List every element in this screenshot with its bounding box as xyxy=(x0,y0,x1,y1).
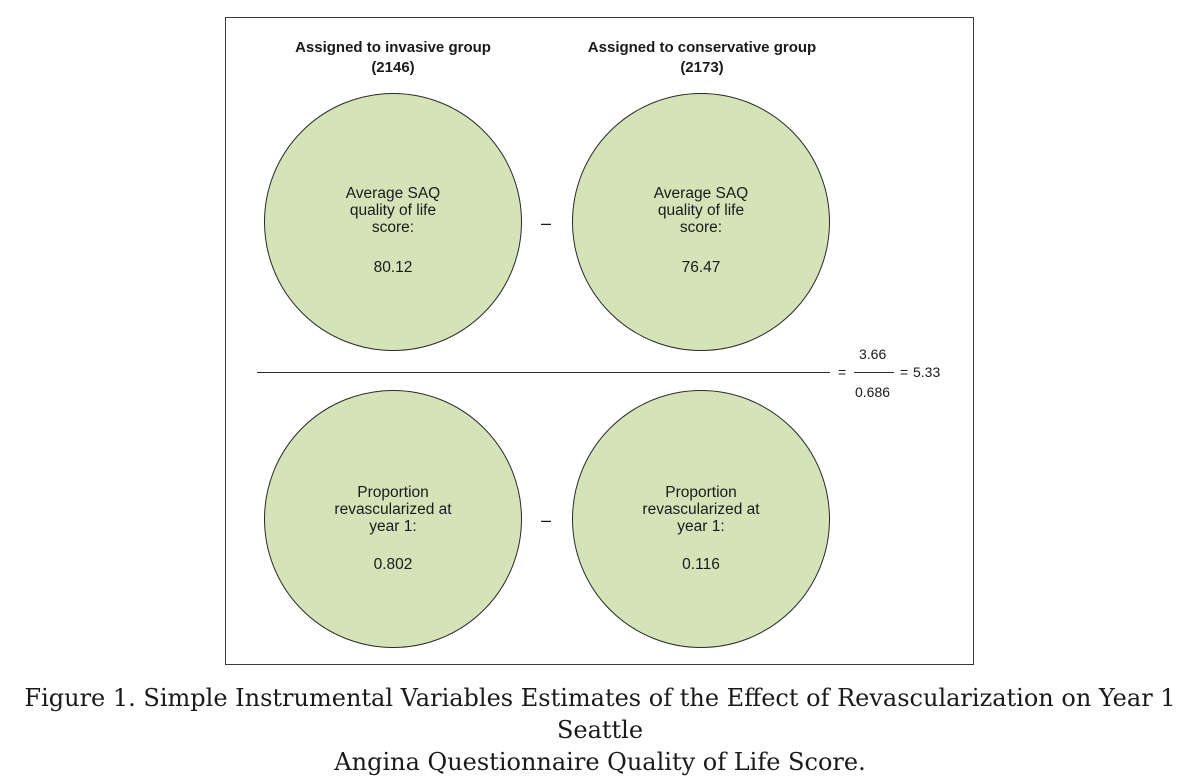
figure-caption-line-2: Angina Questionnaire Quality of Life Sco… xyxy=(334,748,866,776)
invasive-saq-label: Average SAQ quality of life score: xyxy=(265,185,521,236)
result-numerator: 3.66 xyxy=(859,346,887,362)
figure-frame xyxy=(225,17,974,665)
main-fraction-bar xyxy=(257,372,830,373)
conservative-saq-value: 76.47 xyxy=(681,259,721,276)
denominator-minus-sign: – xyxy=(541,510,552,530)
conservative-saq-label: Average SAQ quality of life score: xyxy=(573,185,829,236)
conservative-saq-label-line-3: score: xyxy=(679,219,723,236)
result-denominator: 0.686 xyxy=(855,384,891,400)
conservative-revasc-label-line-3: year 1: xyxy=(677,518,725,535)
numerator-minus-sign: – xyxy=(541,213,552,233)
conservative-revasc-value: 0.116 xyxy=(682,556,720,573)
first-equals-sign: = xyxy=(838,364,847,380)
figure-caption: Figure 1. Simple Instrumental Variables … xyxy=(0,682,1200,778)
invasive-revasc-label: Proportion revascularized at year 1: xyxy=(265,484,521,535)
conservative-revasc-label: Proportion revascularized at year 1: xyxy=(573,484,829,535)
invasive-saq-circle: Average SAQ quality of life score: 80.12 xyxy=(264,93,522,351)
invasive-saq-label-line-1: Average SAQ xyxy=(345,185,441,202)
invasive-group-header: Assigned to invasive group (2146) xyxy=(243,38,543,78)
second-equals-sign: = xyxy=(900,364,909,380)
invasive-group-title: Assigned to invasive group xyxy=(295,39,491,56)
invasive-revasc-label-line-2: revascularized at xyxy=(334,501,452,518)
conservative-revasc-label-line-1: Proportion xyxy=(665,484,737,501)
conservative-revasc-label-line-2: revascularized at xyxy=(642,501,760,518)
conservative-group-title: Assigned to conservative group xyxy=(587,39,817,56)
invasive-saq-label-line-2: quality of life xyxy=(349,202,437,219)
invasive-revasc-label-line-3: year 1: xyxy=(369,518,417,535)
conservative-saq-label-line-1: Average SAQ xyxy=(653,185,749,202)
figure-caption-line-1: Figure 1. Simple Instrumental Variables … xyxy=(24,684,1176,744)
result-fraction-bar xyxy=(854,372,894,373)
invasive-revasc-value: 0.802 xyxy=(373,556,413,573)
invasive-revasc-label-line-1: Proportion xyxy=(357,484,429,501)
result-value: 5.33 xyxy=(913,364,941,380)
conservative-saq-circle: Average SAQ quality of life score: 76.47 xyxy=(572,93,830,351)
invasive-revasc-circle: Proportion revascularized at year 1: 0.8… xyxy=(264,390,522,648)
conservative-group-count: (2173) xyxy=(680,59,724,76)
invasive-group-count: (2146) xyxy=(371,59,415,76)
conservative-revasc-circle: Proportion revascularized at year 1: 0.1… xyxy=(572,390,830,648)
invasive-saq-label-line-3: score: xyxy=(371,219,415,236)
conservative-saq-label-line-2: quality of life xyxy=(657,202,745,219)
conservative-group-header: Assigned to conservative group (2173) xyxy=(552,38,852,78)
invasive-saq-value: 80.12 xyxy=(373,259,413,276)
